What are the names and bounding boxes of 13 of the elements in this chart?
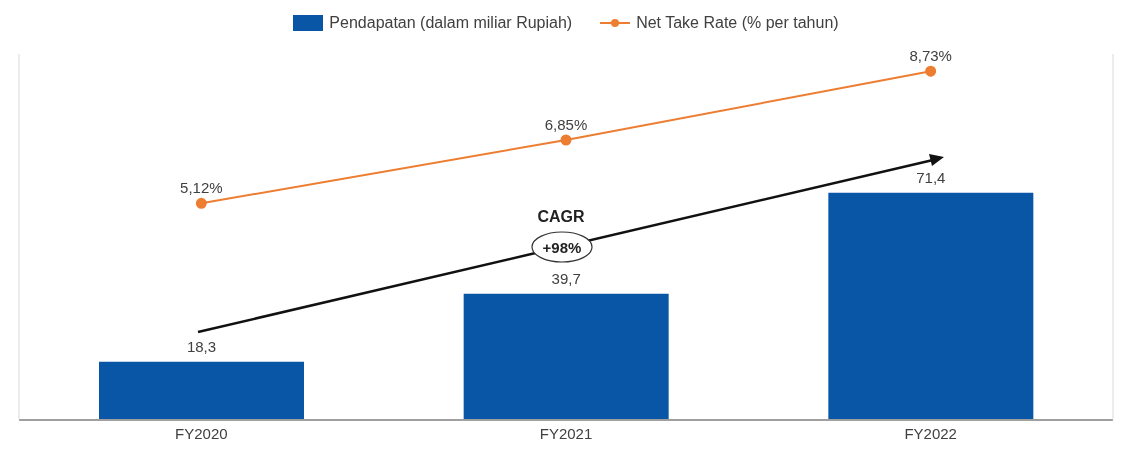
annotation: +98% [542, 239, 582, 256]
data-label: 5,12% [180, 179, 223, 197]
annotation: CAGR [537, 208, 585, 225]
data-label: 8,73% [909, 47, 952, 65]
legend-label: Pendapatan (dalam miliar Rupiah) [329, 14, 573, 32]
data-label: 39,7 [551, 269, 581, 287]
data-label: 6,85% [544, 116, 588, 134]
data-label: 18,3 [186, 337, 217, 355]
legend-label: Net Take Rate (% per tahun) [636, 14, 839, 32]
x-tick-label: FY2021 [539, 424, 593, 442]
x-tick-label: FY2022 [904, 424, 957, 442]
data-label: 71,4 [916, 168, 946, 186]
x-tick-label: FY2020 [175, 424, 228, 442]
